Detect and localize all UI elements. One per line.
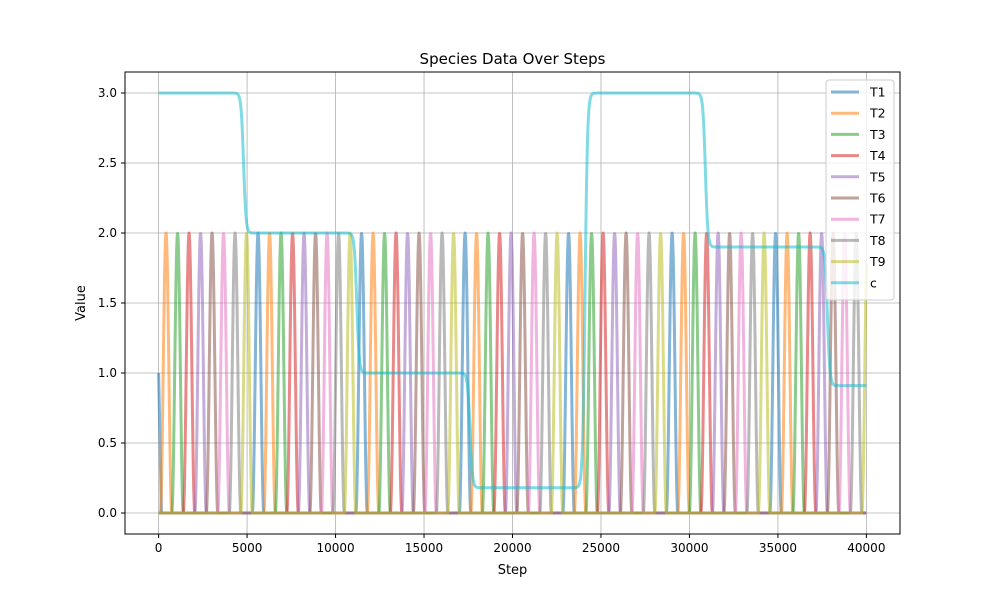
x-tick-label: 20000 bbox=[493, 541, 531, 555]
chart-title: Species Data Over Steps bbox=[420, 50, 606, 68]
legend-label-c: c bbox=[870, 275, 877, 290]
legend-label-T6: T6 bbox=[869, 191, 886, 206]
series-line-T9 bbox=[157, 231, 868, 515]
y-tick-label: 2.5 bbox=[98, 156, 117, 170]
legend-label-T8: T8 bbox=[869, 233, 886, 248]
x-tick-label: 10000 bbox=[316, 541, 354, 555]
legend-label-T3: T3 bbox=[869, 127, 886, 142]
series-line-c bbox=[157, 91, 868, 490]
legend-label-T1: T1 bbox=[869, 85, 886, 100]
y-tick-label: 2.0 bbox=[98, 226, 117, 240]
x-axis-label: Step bbox=[498, 563, 528, 578]
x-tick-label: 30000 bbox=[670, 541, 708, 555]
x-tick-label: 5000 bbox=[232, 541, 263, 555]
x-tick-label: 40000 bbox=[847, 541, 885, 555]
legend-label-T7: T7 bbox=[869, 212, 886, 227]
legend-label-T5: T5 bbox=[869, 169, 886, 184]
axis-ticks: 0 5000 10000 15000 20000 25000 30000 35000 40000… bbox=[98, 86, 886, 555]
legend-label-T9: T9 bbox=[869, 254, 886, 269]
y-tick-label: 3.0 bbox=[98, 86, 117, 100]
y-axis-label: Value bbox=[74, 285, 89, 321]
x-tick-label: 35000 bbox=[759, 541, 797, 555]
y-tick-label: 0.0 bbox=[98, 506, 117, 520]
legend-label-T4: T4 bbox=[869, 148, 886, 163]
series-lines bbox=[157, 91, 868, 515]
y-tick-label: 0.5 bbox=[98, 436, 117, 450]
y-tick-label: 1.0 bbox=[98, 366, 117, 380]
legend: T1 T2 T3 T4 T5 T6 T7 T8 T9 c bbox=[825, 79, 895, 301]
y-tick-label: 1.5 bbox=[98, 296, 117, 310]
legend-label-T2: T2 bbox=[869, 106, 886, 121]
x-tick-label: 25000 bbox=[582, 541, 620, 555]
x-tick-label: 0 bbox=[155, 541, 163, 555]
x-tick-label: 15000 bbox=[405, 541, 443, 555]
